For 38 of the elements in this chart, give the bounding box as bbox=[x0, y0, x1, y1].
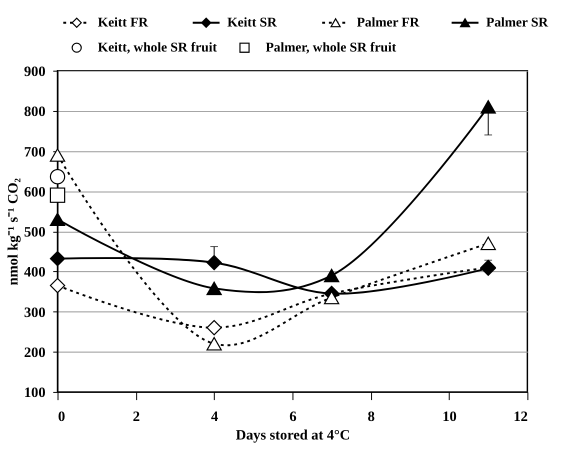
y-tick-label: 700 bbox=[24, 144, 46, 160]
x-tick-label: 8 bbox=[368, 409, 375, 426]
point bbox=[480, 236, 496, 250]
point bbox=[324, 268, 340, 282]
point bbox=[50, 169, 66, 184]
point bbox=[50, 278, 66, 294]
point bbox=[50, 212, 66, 226]
y-tick-label: 400 bbox=[24, 264, 46, 281]
y-axis-title: nmol kg⁻¹ s⁻¹ CO₂ bbox=[5, 178, 22, 286]
point bbox=[206, 320, 222, 336]
point bbox=[480, 100, 496, 114]
x-tick-label: 4 bbox=[211, 409, 218, 426]
point bbox=[206, 282, 222, 296]
legend-label: Palmer, whole SR fruit bbox=[266, 40, 397, 55]
legend-label: Palmer SR bbox=[486, 14, 548, 30]
point bbox=[50, 148, 66, 162]
y-tick-label: 800 bbox=[24, 104, 46, 120]
y-tick-label: 900 bbox=[24, 64, 46, 80]
point bbox=[50, 250, 66, 266]
point bbox=[206, 337, 222, 350]
point bbox=[50, 187, 66, 203]
point bbox=[324, 290, 340, 304]
y-tick-label: 500 bbox=[24, 224, 46, 241]
legend-label: Keitt SR bbox=[227, 14, 278, 30]
y-tick-label: 100 bbox=[24, 385, 46, 402]
y-tick-label: 200 bbox=[24, 345, 46, 362]
x-tick-label: 12 bbox=[513, 409, 528, 426]
x-tick-label: 2 bbox=[132, 409, 140, 426]
point bbox=[206, 254, 222, 270]
x-tick-label: 10 bbox=[442, 409, 457, 426]
legend-label: Palmer FR bbox=[356, 14, 420, 30]
x-axis-title: Days stored at 4°C bbox=[236, 427, 350, 444]
x-tick-label: 6 bbox=[289, 409, 297, 426]
legend-label: Keitt FR bbox=[98, 14, 148, 30]
y-tick-label: 300 bbox=[24, 304, 46, 321]
x-tick-label: 0 bbox=[58, 409, 66, 426]
y-tick-label: 600 bbox=[24, 184, 46, 200]
legend-label: Keitt, whole SR fruit bbox=[98, 40, 218, 55]
